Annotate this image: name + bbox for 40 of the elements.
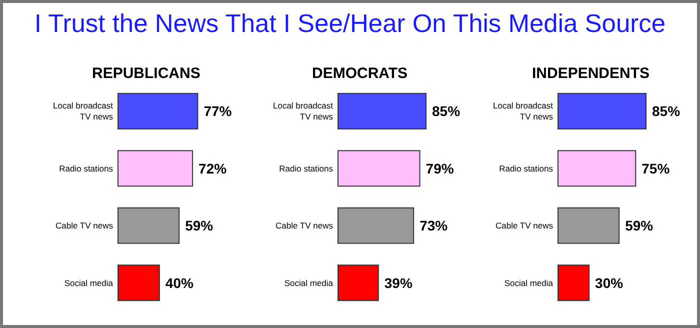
- y-tick-label: Cable TV news: [496, 220, 553, 231]
- data-label: 85%: [652, 103, 681, 120]
- bar: [118, 207, 180, 244]
- y-tick-label: Local broadcast TV news: [492, 100, 554, 122]
- y-tick-label: Cable TV news: [276, 220, 333, 231]
- data-label: 72%: [198, 160, 228, 176]
- bar: [338, 150, 420, 187]
- data-label: 59%: [185, 218, 214, 234]
- chart-subtitle: INDEPENDENTS: [532, 65, 650, 82]
- bar: [558, 92, 646, 130]
- bar: [558, 264, 590, 302]
- y-tick-label: Radio stations: [499, 163, 553, 174]
- bar: [118, 264, 160, 302]
- data-label: 40%: [165, 274, 194, 291]
- y-tick-label: Social media: [284, 278, 334, 288]
- data-label: 77%: [204, 103, 232, 120]
- y-tick-label: Local broadcast TV news: [52, 100, 114, 122]
- bar: [558, 150, 636, 187]
- y-tick-label: Social media: [64, 278, 114, 288]
- bar: [338, 207, 414, 244]
- text: I Trust the News That I See/Hear On This Media Source: [34, 10, 666, 38]
- y-tick-label: Radio stations: [59, 163, 113, 174]
- y-tick-label: Social media: [504, 278, 554, 288]
- bar: [558, 207, 620, 244]
- data-label: 30%: [595, 274, 624, 291]
- bar: [118, 150, 194, 187]
- data-label: 73%: [420, 218, 448, 234]
- data-label: 59%: [625, 218, 654, 234]
- data-label: 79%: [426, 160, 454, 176]
- y-tick-label: Radio stations: [279, 163, 333, 174]
- y-tick-label: Local broadcast TV news: [272, 100, 334, 122]
- data-label: 75%: [642, 160, 670, 176]
- data-label: 39%: [384, 274, 413, 291]
- chart-subtitle: REPUBLICANS: [92, 65, 200, 82]
- bar: [118, 92, 198, 130]
- y-tick-label: Cable TV news: [56, 220, 113, 231]
- data-label: 85%: [432, 103, 461, 120]
- chart-subtitle: DEMOCRATS: [312, 65, 408, 82]
- bar: [338, 92, 426, 130]
- bar: [338, 264, 379, 302]
